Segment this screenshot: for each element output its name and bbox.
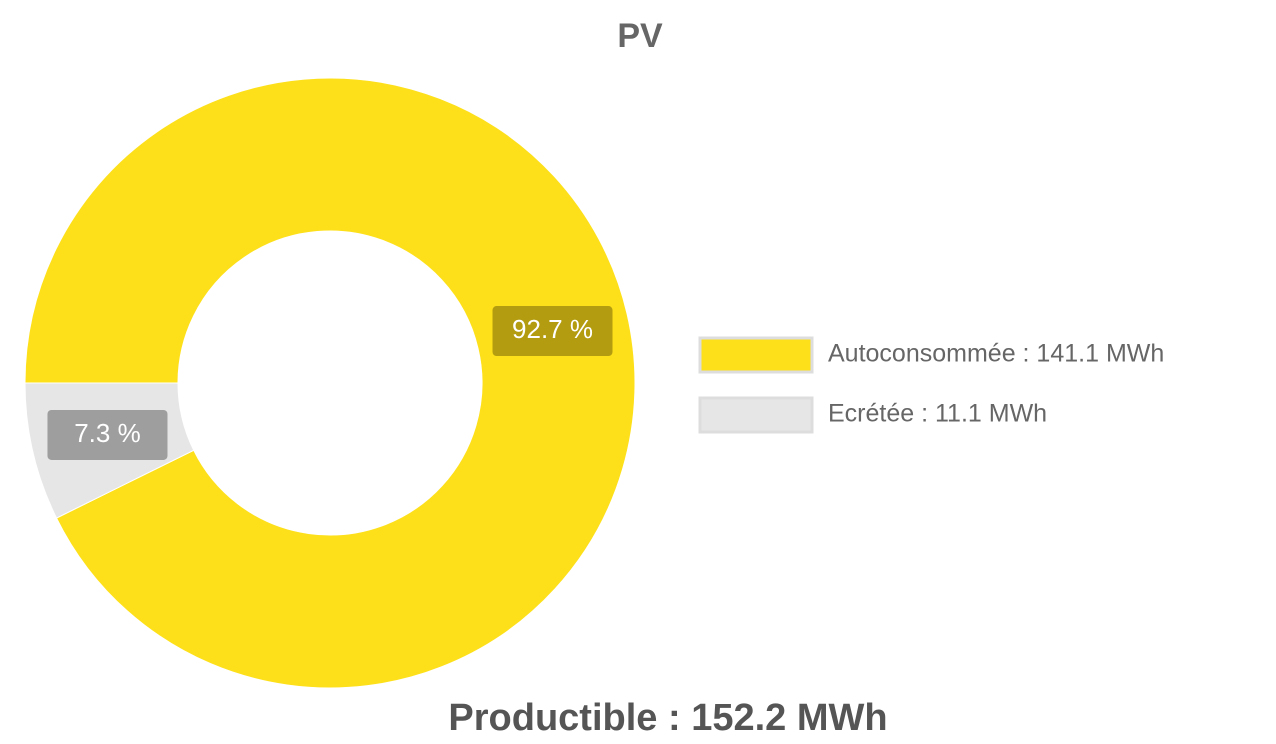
data-label-box <box>492 306 613 357</box>
slice <box>24 77 636 689</box>
chart-title: PV <box>617 17 663 55</box>
data-label-box <box>47 409 168 460</box>
legend-label: Ecrétée : 11.1 MWh <box>828 400 1047 428</box>
legend-swatch <box>698 396 814 434</box>
data-label: 92.7 % <box>512 314 593 344</box>
data-label: 7.3 % <box>74 418 141 448</box>
legend-label: Autoconsommée : 141.1 MWh <box>828 340 1164 368</box>
legend-swatch <box>698 336 814 374</box>
footer: Productible : 152.2 MWh <box>448 697 887 739</box>
